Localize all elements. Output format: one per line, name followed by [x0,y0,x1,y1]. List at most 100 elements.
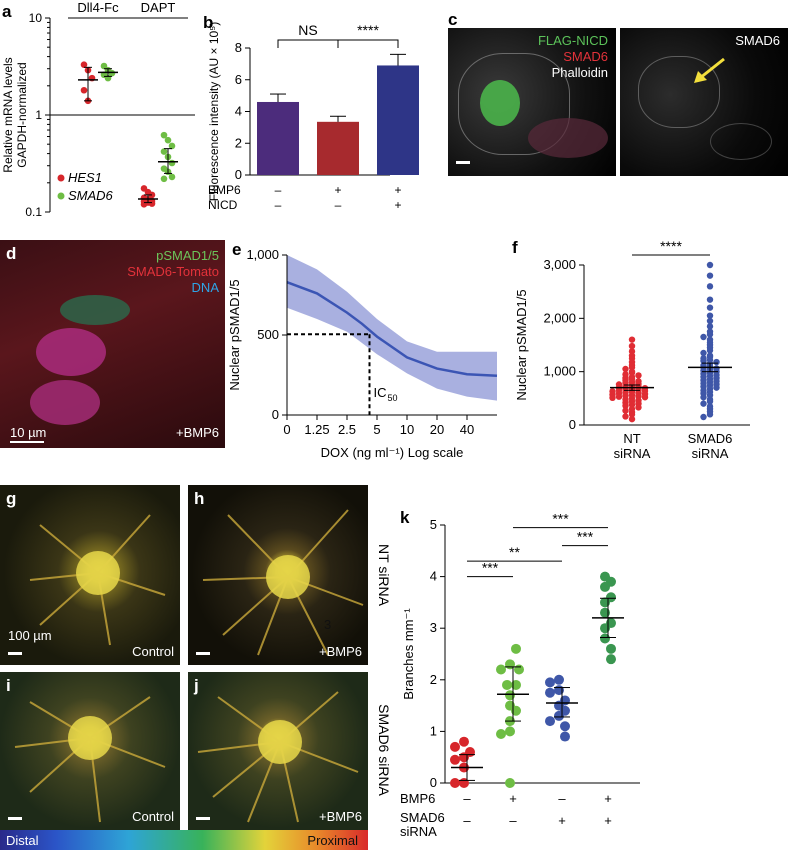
significance-label: **** [660,238,682,254]
sprout-drawing-g [29,514,166,646]
y-tick-label: 0.1 [25,205,42,219]
panel-label-g: g [6,489,17,508]
bar [257,101,299,175]
group-label: Dll4-Fc [77,0,119,15]
data-point [606,643,616,654]
x-category-label: SMAD6 [688,431,733,446]
x-axis-label: DOX (ng ml⁻¹) Log scale [321,445,464,460]
data-point [622,407,629,414]
micrograph-i: i Control [0,672,180,830]
micrograph-c-merge: FLAG-NICD SMAD6 Phalloidin [448,28,616,176]
y-tick-label: 2 [235,135,242,150]
legend-label: HES1 [68,170,102,185]
group-label: DAPT [141,0,176,15]
condition-h: +BMP6 [319,644,362,659]
data-point [700,394,707,401]
significance-bracket [337,39,399,48]
sprout-drawing-i [14,696,166,823]
data-point [148,200,156,207]
data-point [700,400,707,407]
row-value: – [558,791,566,806]
panel-label-j: j [194,676,199,695]
fit-curve [286,281,498,378]
y-axis-label: Fluorescence intensity (AU × 10⁵) [207,22,221,201]
y-tick-label: 3 [430,620,437,635]
data-point [700,333,707,341]
micrograph-g: g 100 µm Control [0,485,180,665]
y-tick-label: 500 [257,327,279,342]
row-value: – [275,183,282,197]
y-tick-label: 0 [569,417,576,432]
row-label-nt-sirna: NT siRNA [376,544,392,606]
sprout-drawing-h [202,509,364,656]
significance-label: *** [482,560,499,576]
data-point [635,372,642,379]
row-label: BMP6 [208,183,241,197]
y-tick-label: 1 [430,723,437,738]
y-axis-label: Nuclear pSMAD1/5 [227,279,242,390]
x-category-label: NT [623,431,640,446]
data-point [713,358,720,366]
data-point [168,142,176,150]
panel-label-k: k [400,508,410,527]
label-phalloidin: Phalloidin [551,65,608,80]
data-point [622,365,629,373]
chart-a: 0.1 1 10 Relative mRNA levelsGAPDH-normaliz… [1,0,195,219]
ic50-subscript: 50 [388,393,398,403]
chart-b: 0 2 4 6 8 Fluorescence intensity (AU × 10⁵) NS… [207,22,419,212]
y-tick-label: 4 [430,569,437,584]
y-tick-label: 4 [235,104,242,119]
data-point [511,643,521,654]
micrograph-d: d pSMAD1/5 SMAD6-Tomato DNA 10 µm +BMP6 [0,240,225,448]
legend-label: SMAD6 [68,188,114,203]
data-point [505,778,515,788]
legend-marker [57,192,65,200]
scale-bar-g [8,652,22,655]
y-tick-label: 0 [272,407,279,422]
label-smad6: SMAD6 [563,49,608,64]
data-point [450,741,460,752]
data-point [706,283,714,290]
x-category-label: siRNA [692,446,729,461]
data-point [606,654,616,665]
data-point [706,323,714,330]
legend-marker [57,174,65,182]
data-point [700,413,707,421]
panel-label-h: h [194,489,205,508]
significance-label: *** [552,511,569,527]
data-point [635,404,642,411]
data-point [609,394,616,401]
data-point [164,136,172,144]
y-tick-label: 10 [29,11,43,25]
data-point [706,304,714,311]
row-value: + [604,791,612,806]
data-point [560,731,570,742]
x-tick-label: 2.5 [338,422,356,437]
data-point [600,581,610,592]
x-tick-label: 40 [460,422,474,437]
data-point [706,398,714,405]
row-value: – [335,198,342,212]
data-point [450,754,460,765]
condition-g: Control [132,644,174,659]
data-point [168,173,176,181]
y-tick-label: 1 [35,108,42,122]
data-point [628,415,636,423]
data-point [706,331,714,338]
panel-label-a: a [2,2,12,21]
data-point [496,728,506,739]
label-smad6-channel: SMAD6 [735,33,780,48]
row-label: siRNA [400,824,437,839]
panel-label-b: b [203,13,214,32]
data-point [554,674,564,685]
data-point [622,402,629,409]
data-point [450,778,460,788]
ic50-label: IC [374,385,387,400]
row-value: – [275,198,282,212]
data-point [628,336,636,343]
data-point [713,384,720,391]
significance-label: NS [298,22,317,38]
row-value: – [509,813,517,828]
condition-j: +BMP6 [319,809,362,824]
